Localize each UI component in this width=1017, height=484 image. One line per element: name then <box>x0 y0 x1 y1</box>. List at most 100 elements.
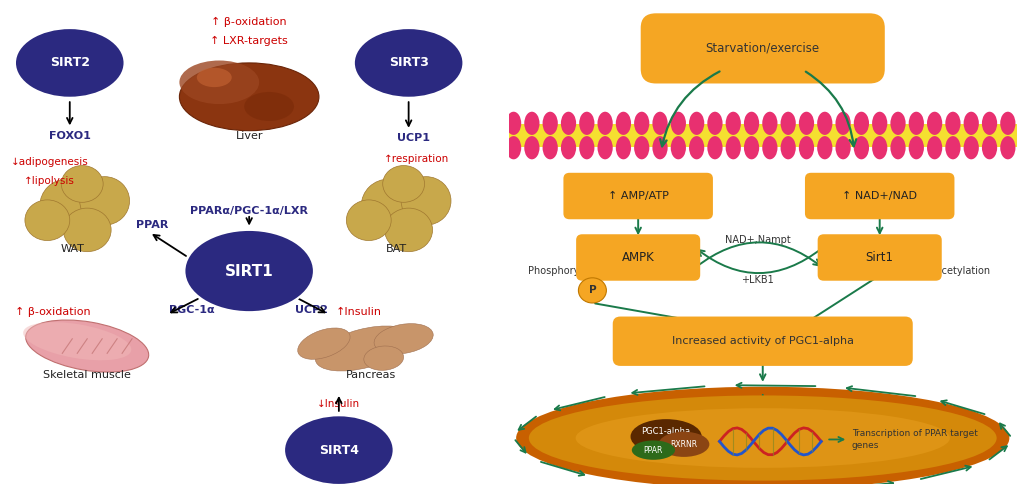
Ellipse shape <box>298 328 350 359</box>
Text: WAT: WAT <box>60 244 84 254</box>
Ellipse shape <box>579 112 594 135</box>
Ellipse shape <box>872 112 887 135</box>
Text: PPAR: PPAR <box>644 446 663 454</box>
Ellipse shape <box>799 112 815 135</box>
Ellipse shape <box>361 179 416 232</box>
Text: PPAR: PPAR <box>136 220 168 230</box>
Ellipse shape <box>799 136 815 159</box>
Ellipse shape <box>347 200 392 241</box>
Ellipse shape <box>179 63 319 131</box>
Ellipse shape <box>725 112 741 135</box>
Ellipse shape <box>576 408 950 468</box>
FancyBboxPatch shape <box>612 317 913 366</box>
Text: SIRT4: SIRT4 <box>319 444 359 456</box>
Text: ↓Insulin: ↓Insulin <box>317 399 360 409</box>
Ellipse shape <box>854 136 870 159</box>
Ellipse shape <box>543 136 558 159</box>
Text: SIRT2: SIRT2 <box>50 57 89 69</box>
Ellipse shape <box>244 92 294 121</box>
Ellipse shape <box>382 166 424 202</box>
Ellipse shape <box>15 28 124 98</box>
Ellipse shape <box>543 112 558 135</box>
Ellipse shape <box>506 112 522 135</box>
Ellipse shape <box>981 112 997 135</box>
Ellipse shape <box>854 112 870 135</box>
Ellipse shape <box>928 136 943 159</box>
Ellipse shape <box>525 112 540 135</box>
Text: ↑lipolysis: ↑lipolysis <box>24 177 75 186</box>
Text: SIRT3: SIRT3 <box>388 57 428 69</box>
Ellipse shape <box>659 432 710 457</box>
Ellipse shape <box>690 136 705 159</box>
Ellipse shape <box>506 136 522 159</box>
Text: UCP1: UCP1 <box>397 133 430 143</box>
Text: AMPK: AMPK <box>621 251 655 264</box>
FancyBboxPatch shape <box>641 13 885 83</box>
Ellipse shape <box>743 112 759 135</box>
Ellipse shape <box>963 112 978 135</box>
Ellipse shape <box>63 208 111 252</box>
Ellipse shape <box>561 136 577 159</box>
Ellipse shape <box>909 136 924 159</box>
Text: Skeletal muscle: Skeletal muscle <box>44 370 131 380</box>
Text: ↑ β-oxidation: ↑ β-oxidation <box>212 17 287 27</box>
Ellipse shape <box>23 322 131 360</box>
Ellipse shape <box>598 112 613 135</box>
Ellipse shape <box>945 112 960 135</box>
Text: +LKB1: +LKB1 <box>741 275 774 285</box>
Ellipse shape <box>561 112 577 135</box>
Text: Starvation/exercise: Starvation/exercise <box>706 42 820 55</box>
Ellipse shape <box>364 346 404 370</box>
Ellipse shape <box>516 387 1010 484</box>
Ellipse shape <box>525 136 540 159</box>
Text: BAT: BAT <box>385 244 407 254</box>
Text: SIRT1: SIRT1 <box>225 264 274 278</box>
Text: ↑ AMP/ATP: ↑ AMP/ATP <box>608 191 668 201</box>
Ellipse shape <box>671 136 685 159</box>
Ellipse shape <box>197 68 232 87</box>
Text: UCP2: UCP2 <box>295 305 327 315</box>
Ellipse shape <box>354 28 464 98</box>
FancyBboxPatch shape <box>805 173 955 219</box>
Ellipse shape <box>632 440 675 460</box>
Ellipse shape <box>690 112 705 135</box>
Text: Transcription of PPAR target
genes: Transcription of PPAR target genes <box>852 429 977 450</box>
Text: ↑respiration: ↑respiration <box>383 154 448 164</box>
Ellipse shape <box>780 136 796 159</box>
Ellipse shape <box>616 136 632 159</box>
Ellipse shape <box>763 136 778 159</box>
Ellipse shape <box>708 136 723 159</box>
Text: Liver: Liver <box>235 131 263 140</box>
Text: Pancreas: Pancreas <box>346 370 397 380</box>
Ellipse shape <box>579 136 594 159</box>
Ellipse shape <box>1000 136 1015 159</box>
Ellipse shape <box>79 177 129 225</box>
Text: ↑ LXR-targets: ↑ LXR-targets <box>211 36 288 46</box>
Ellipse shape <box>374 324 433 354</box>
Ellipse shape <box>743 136 759 159</box>
Text: ↓adipogenesis: ↓adipogenesis <box>11 157 88 167</box>
Ellipse shape <box>61 166 103 202</box>
FancyBboxPatch shape <box>576 234 701 281</box>
Ellipse shape <box>780 112 796 135</box>
Ellipse shape <box>616 112 632 135</box>
Text: PPARα/PGC-1α/LXR: PPARα/PGC-1α/LXR <box>190 206 308 215</box>
Text: NAD+,Nampt: NAD+,Nampt <box>725 235 790 244</box>
Ellipse shape <box>963 136 978 159</box>
Ellipse shape <box>315 326 412 371</box>
Ellipse shape <box>836 112 850 135</box>
Ellipse shape <box>635 136 650 159</box>
Ellipse shape <box>981 136 997 159</box>
Ellipse shape <box>763 112 778 135</box>
Ellipse shape <box>909 112 924 135</box>
Ellipse shape <box>184 230 314 312</box>
Ellipse shape <box>25 320 148 372</box>
Text: Sirt1: Sirt1 <box>865 251 894 264</box>
Ellipse shape <box>40 179 95 232</box>
Ellipse shape <box>401 177 451 225</box>
FancyBboxPatch shape <box>563 173 713 219</box>
Text: Increased activity of PGC1-alpha: Increased activity of PGC1-alpha <box>672 336 853 346</box>
Ellipse shape <box>284 415 394 484</box>
Text: PGC1-alpha: PGC1-alpha <box>642 427 691 436</box>
Text: RXRNR: RXRNR <box>670 440 698 449</box>
